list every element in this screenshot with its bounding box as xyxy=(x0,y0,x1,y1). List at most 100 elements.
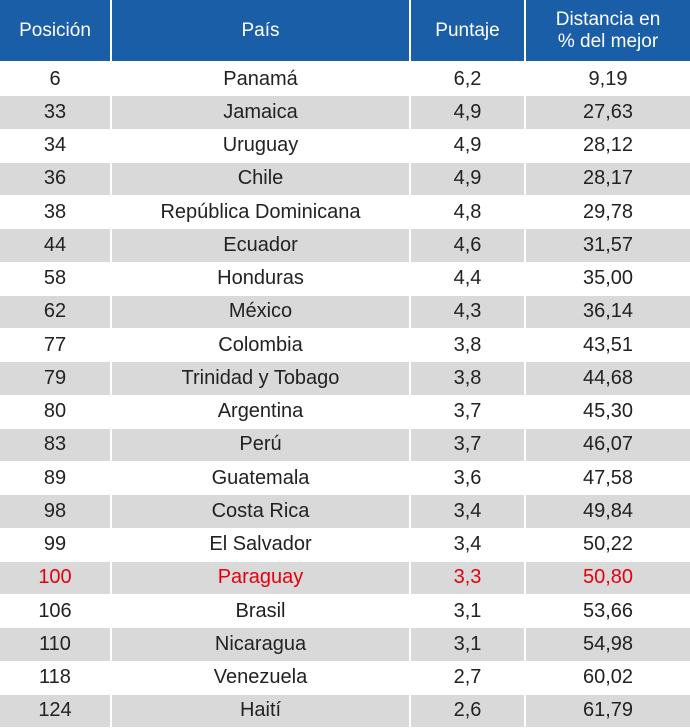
cell-puntaje: 3,7 xyxy=(410,428,526,463)
cell-distancia: 29,78 xyxy=(525,195,690,230)
cell-posicion: 62 xyxy=(0,295,112,330)
table-row: 33 Jamaica 4,9 27,63 xyxy=(0,95,690,130)
cell-posicion: 36 xyxy=(0,162,112,197)
cell-posicion: 110 xyxy=(0,627,112,662)
cell-pais: Brasil xyxy=(111,594,411,629)
cell-puntaje: 3,8 xyxy=(410,361,526,396)
cell-posicion: 118 xyxy=(0,661,112,695)
cell-pais: Nicaragua xyxy=(111,627,411,662)
header-posicion: Posición xyxy=(0,0,112,63)
cell-distancia: 36,14 xyxy=(525,295,690,330)
cell-distancia: 53,66 xyxy=(525,594,690,629)
cell-distancia: 28,12 xyxy=(525,129,690,163)
cell-posicion: 34 xyxy=(0,129,112,163)
cell-puntaje: 3,4 xyxy=(410,494,526,529)
cell-puntaje: 3,3 xyxy=(410,561,526,596)
cell-distancia: 49,84 xyxy=(525,494,690,529)
cell-puntaje: 6,2 xyxy=(410,62,526,97)
cell-pais: México xyxy=(111,295,411,330)
table-row: 80 Argentina 3,7 45,30 xyxy=(0,395,690,429)
cell-posicion: 100 xyxy=(0,561,112,596)
cell-posicion: 89 xyxy=(0,461,112,496)
cell-posicion: 6 xyxy=(0,62,112,97)
cell-puntaje: 4,4 xyxy=(410,262,526,296)
table-row: 124 Haití 2,6 61,79 xyxy=(0,694,690,728)
cell-pais: Jamaica xyxy=(111,95,411,130)
cell-puntaje: 3,8 xyxy=(410,328,526,363)
cell-distancia: 28,17 xyxy=(525,162,690,197)
table-row: 110 Nicaragua 3,1 54,98 xyxy=(0,627,690,662)
cell-distancia: 45,30 xyxy=(525,395,690,429)
cell-pais: El Salvador xyxy=(111,528,411,562)
table-row: 6 Panamá 6,2 9,19 xyxy=(0,62,690,97)
cell-pais: Uruguay xyxy=(111,129,411,163)
cell-pais: República Dominicana xyxy=(111,195,411,230)
cell-puntaje: 3,4 xyxy=(410,528,526,562)
table-row: 38 República Dominicana 4,8 29,78 xyxy=(0,195,690,230)
header-distancia: Distancia en % del mejor xyxy=(525,0,690,63)
cell-pais: Argentina xyxy=(111,395,411,429)
cell-puntaje: 4,9 xyxy=(410,129,526,163)
cell-posicion: 77 xyxy=(0,328,112,363)
table-row: 106 Brasil 3,1 53,66 xyxy=(0,594,690,629)
cell-pais: Perú xyxy=(111,428,411,463)
cell-posicion: 33 xyxy=(0,95,112,130)
table-body: 6 Panamá 6,2 9,19 33 Jamaica 4,9 27,63 34 Uruguay… xyxy=(0,62,690,728)
table-row: 36 Chile 4,9 28,17 xyxy=(0,162,690,197)
header-puntaje: Puntaje xyxy=(410,0,526,63)
cell-posicion: 124 xyxy=(0,694,112,728)
cell-posicion: 58 xyxy=(0,262,112,296)
cell-puntaje: 3,1 xyxy=(410,594,526,629)
cell-pais: Guatemala xyxy=(111,461,411,496)
cell-puntaje: 2,6 xyxy=(410,694,526,728)
cell-puntaje: 4,6 xyxy=(410,228,526,263)
header-distancia-line2: % del mejor xyxy=(557,30,659,52)
table-row: 89 Guatemala 3,6 47,58 xyxy=(0,461,690,496)
cell-pais: Panamá xyxy=(111,62,411,97)
cell-pais: Colombia xyxy=(111,328,411,363)
cell-pais: Chile xyxy=(111,162,411,197)
cell-distancia: 43,51 xyxy=(525,328,690,363)
cell-distancia: 50,80 xyxy=(525,561,690,596)
table-row: 44 Ecuador 4,6 31,57 xyxy=(0,228,690,263)
cell-distancia: 50,22 xyxy=(525,528,690,562)
cell-distancia: 54,98 xyxy=(525,627,690,662)
table-row: 34 Uruguay 4,9 28,12 xyxy=(0,129,690,163)
cell-posicion: 83 xyxy=(0,428,112,463)
cell-posicion: 38 xyxy=(0,195,112,230)
table-row: 77 Colombia 3,8 43,51 xyxy=(0,328,690,363)
cell-distancia: 31,57 xyxy=(525,228,690,263)
cell-puntaje: 4,9 xyxy=(410,95,526,130)
header-pais: País xyxy=(111,0,411,63)
table-row: 100 Paraguay 3,3 50,80 xyxy=(0,561,690,596)
cell-distancia: 44,68 xyxy=(525,361,690,396)
cell-pais: Honduras xyxy=(111,262,411,296)
cell-distancia: 60,02 xyxy=(525,661,690,695)
cell-posicion: 99 xyxy=(0,528,112,562)
cell-posicion: 44 xyxy=(0,228,112,263)
cell-posicion: 106 xyxy=(0,594,112,629)
cell-distancia: 46,07 xyxy=(525,428,690,463)
cell-puntaje: 2,7 xyxy=(410,661,526,695)
cell-pais: Haití xyxy=(111,694,411,728)
table-row: 58 Honduras 4,4 35,00 xyxy=(0,262,690,296)
cell-distancia: 61,79 xyxy=(525,694,690,728)
header-row: Posición País Puntaje Distancia en % del… xyxy=(0,0,690,63)
cell-distancia: 27,63 xyxy=(525,95,690,130)
cell-puntaje: 3,7 xyxy=(410,395,526,429)
cell-pais: Costa Rica xyxy=(111,494,411,529)
cell-distancia: 47,58 xyxy=(525,461,690,496)
table-row: 118 Venezuela 2,7 60,02 xyxy=(0,661,690,695)
cell-puntaje: 3,1 xyxy=(410,627,526,662)
cell-puntaje: 3,6 xyxy=(410,461,526,496)
table-row: 79 Trinidad y Tobago 3,8 44,68 xyxy=(0,361,690,396)
cell-pais: Paraguay xyxy=(111,561,411,596)
cell-posicion: 80 xyxy=(0,395,112,429)
cell-puntaje: 4,8 xyxy=(410,195,526,230)
table-row: 99 El Salvador 3,4 50,22 xyxy=(0,528,690,562)
cell-puntaje: 4,9 xyxy=(410,162,526,197)
cell-posicion: 98 xyxy=(0,494,112,529)
cell-puntaje: 4,3 xyxy=(410,295,526,330)
cell-distancia: 9,19 xyxy=(525,62,690,97)
